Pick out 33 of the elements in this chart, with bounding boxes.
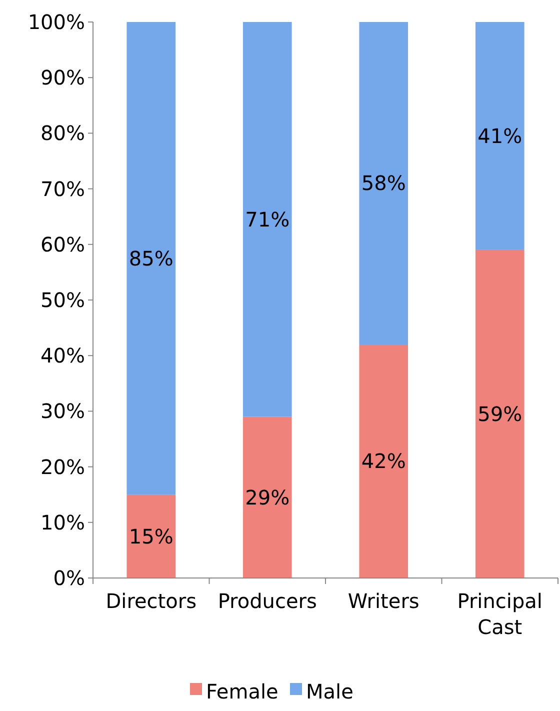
data-label: 29% <box>245 485 290 510</box>
data-label: 41% <box>478 124 522 148</box>
y-tick-label: 20% <box>40 454 85 479</box>
y-tick-label: 70% <box>40 176 85 201</box>
data-label: 42% <box>361 449 406 474</box>
bar <box>126 494 176 578</box>
data-label: 71% <box>245 207 290 232</box>
data-label: 58% <box>361 171 406 196</box>
bar <box>126 22 176 495</box>
data-label: 59% <box>478 402 522 426</box>
bar <box>359 344 408 578</box>
bar <box>242 22 292 417</box>
bar <box>475 250 524 578</box>
bar <box>475 22 524 250</box>
y-tick-label: 10% <box>40 510 85 534</box>
legend-label: Male <box>306 679 354 704</box>
data-label: 85% <box>128 246 174 270</box>
y-tick-label: 80% <box>40 121 85 146</box>
y-tick-label: 50% <box>40 288 85 312</box>
y-tick-label: 100% <box>28 10 85 34</box>
x-tick-label: Principal Cast <box>457 589 542 639</box>
bar <box>242 416 292 578</box>
y-tick-label: 0% <box>53 566 85 590</box>
x-tick-label: Directors <box>106 589 197 613</box>
legend-label: Female <box>206 679 278 704</box>
x-tick-label: Producers <box>218 589 317 613</box>
data-label: 15% <box>128 524 174 548</box>
bar <box>359 22 408 344</box>
x-tick-label: Writers <box>348 589 420 613</box>
y-tick-label: 90% <box>40 66 85 90</box>
y-tick-label: 30% <box>40 399 85 424</box>
y-tick-label: 60% <box>40 232 85 256</box>
y-tick-label: 40% <box>40 344 85 368</box>
